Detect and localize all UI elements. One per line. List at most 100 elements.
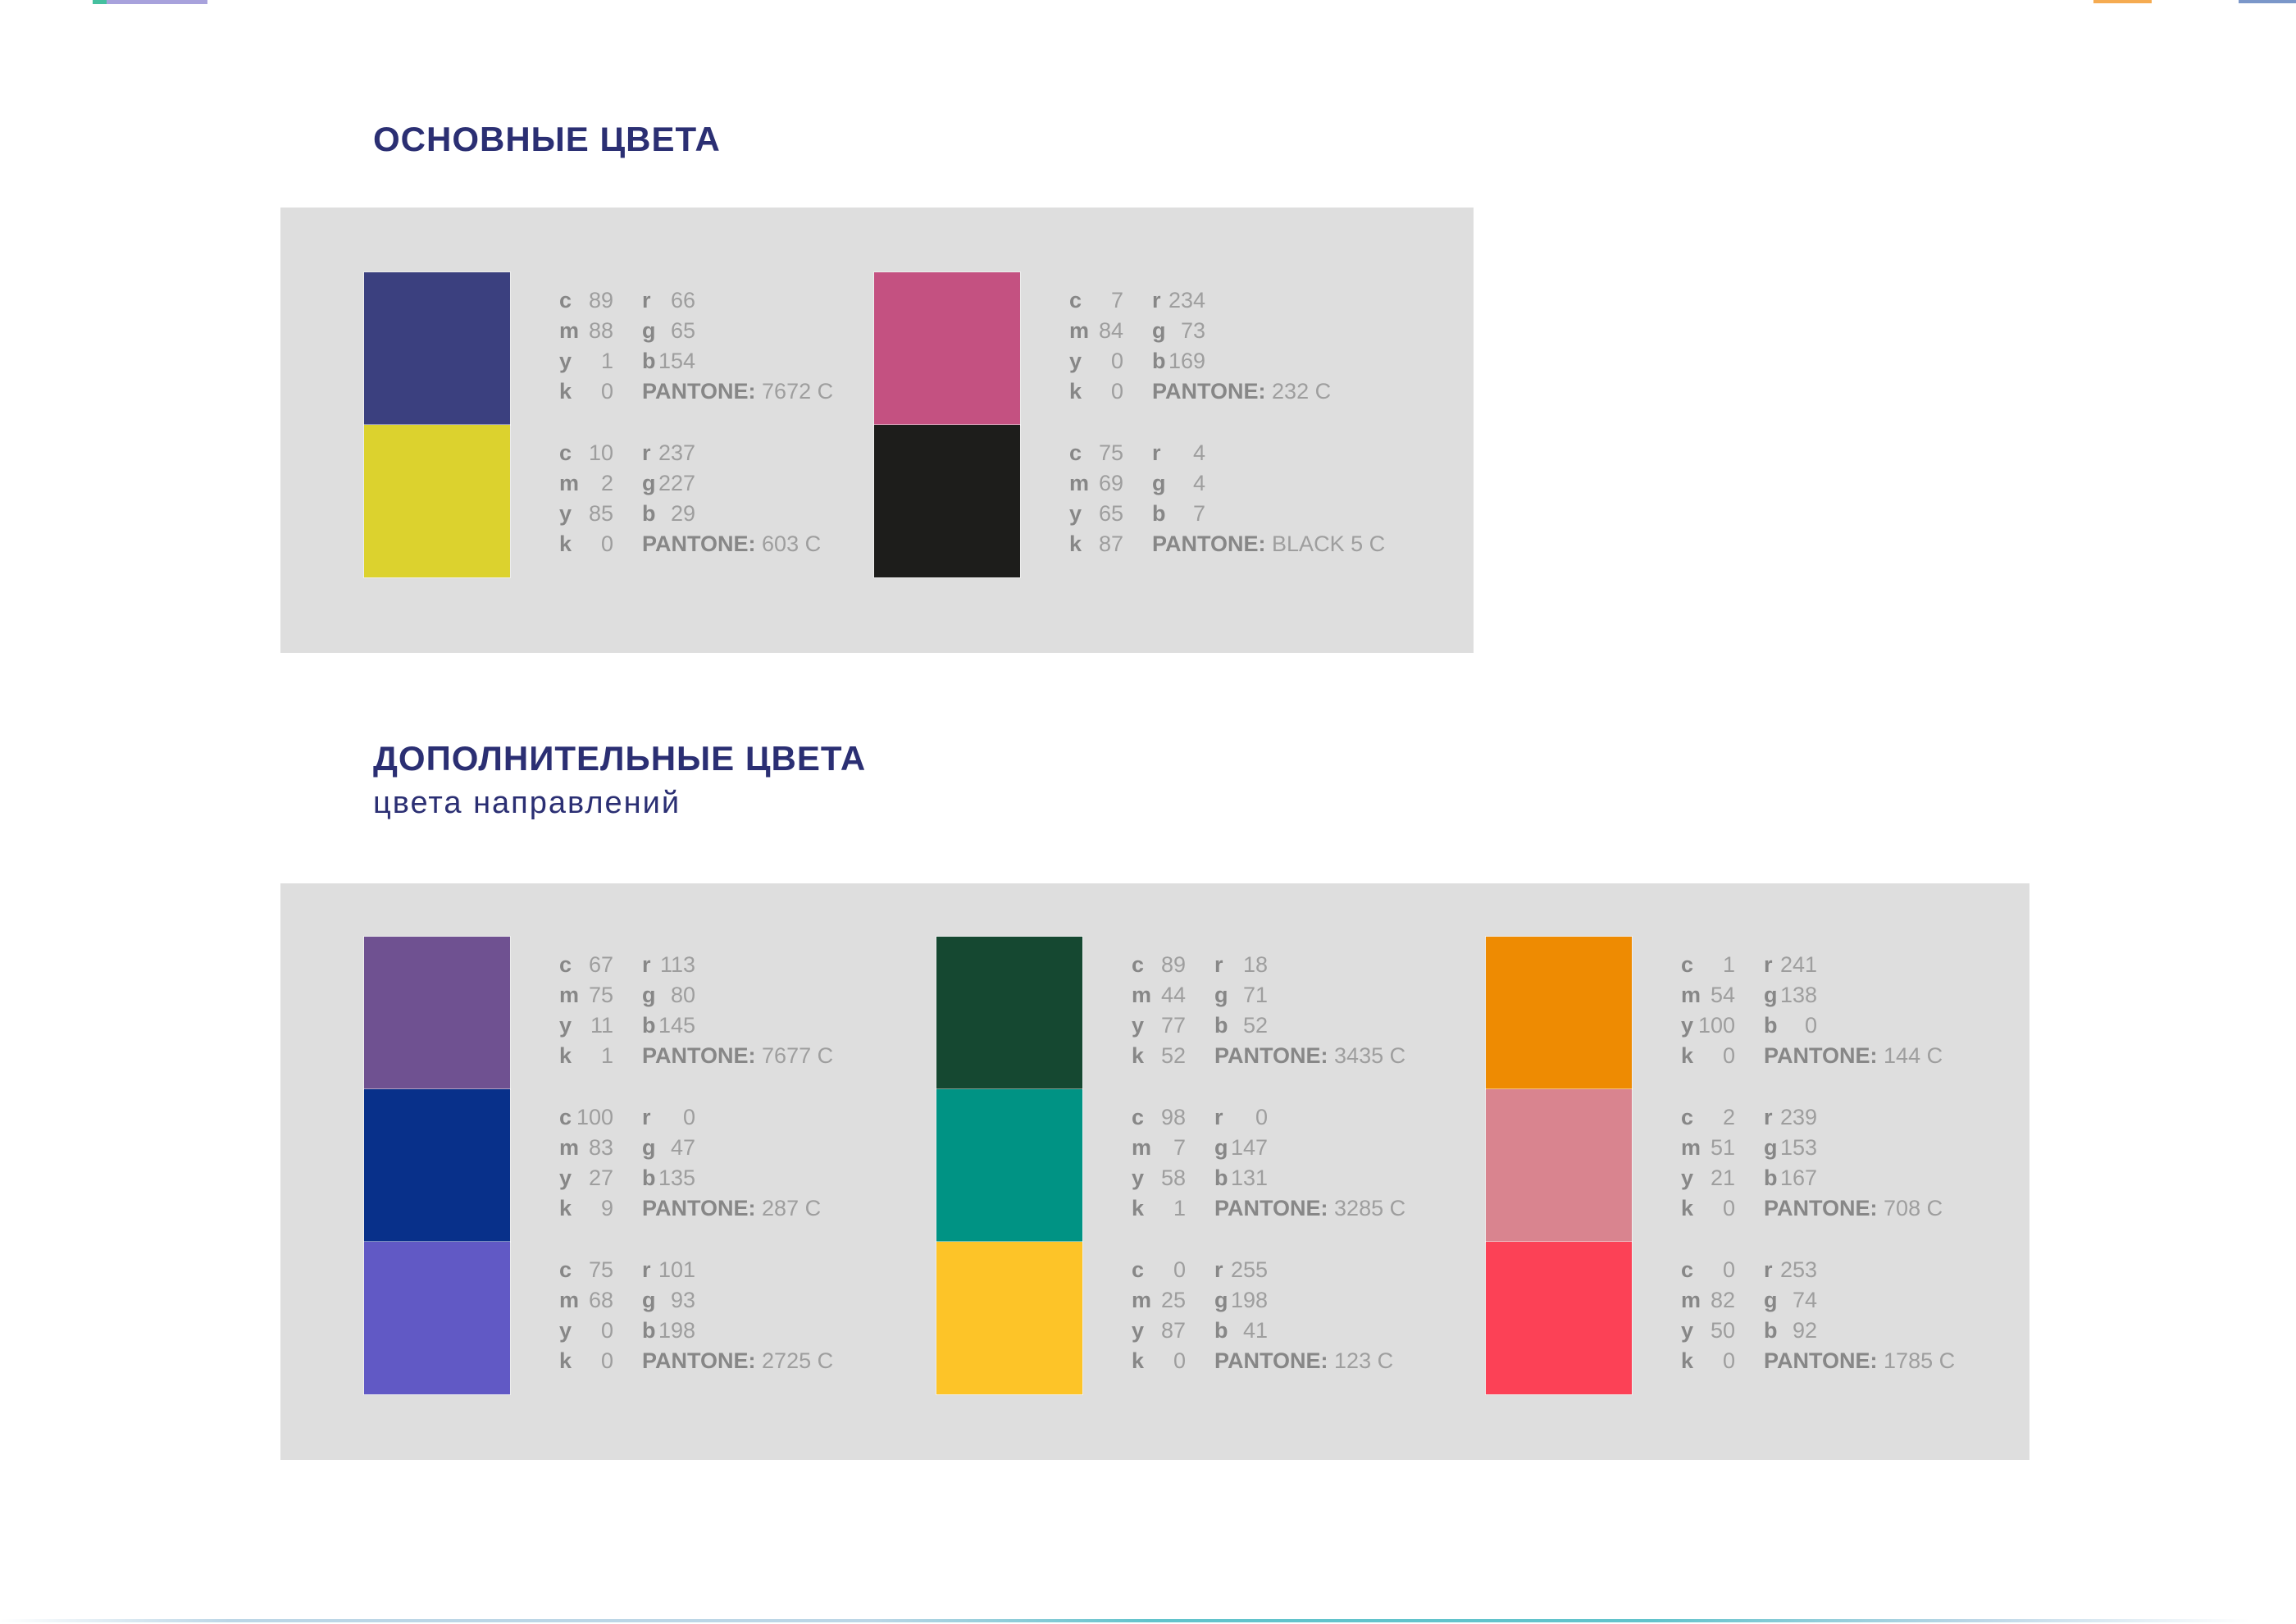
cmyk-c-value: 75 bbox=[588, 1257, 613, 1282]
cmyk-k-label: k bbox=[1681, 1348, 1694, 1373]
rgb-b-value: 131 bbox=[1230, 1166, 1268, 1190]
pantone-spec: PANTONE: 7672 C bbox=[642, 376, 833, 407]
cmyk-m-label: m bbox=[1069, 471, 1090, 495]
color-specs: c 7 r 234 m 84 g 73 y 0 b 169 k 0 PANTON… bbox=[1069, 272, 1331, 425]
color-entry: c 67 r 113 m 75 g 80 y 11 b 145 k 1 PANT… bbox=[364, 937, 833, 1089]
cmyk-y-value: 50 bbox=[1710, 1318, 1735, 1343]
spacer bbox=[1735, 1102, 1764, 1133]
rgb-b-label: b bbox=[1152, 501, 1166, 526]
rgb-b-label: b bbox=[642, 349, 656, 373]
spacer bbox=[1735, 1193, 1764, 1224]
rgb-r-value: 4 bbox=[1192, 440, 1205, 465]
cmyk-k-value: 0 bbox=[1722, 1043, 1735, 1068]
color-column: c 89 r 18 m 44 g 71 y 77 b 52 k 52 PANTO… bbox=[936, 937, 1405, 1394]
cmyk-c-value: 7 bbox=[1110, 288, 1123, 312]
spacer bbox=[1735, 1346, 1764, 1376]
cmyk-k-value: 9 bbox=[600, 1196, 613, 1220]
color-specs: c 0 r 253 m 82 g 74 y 50 b 92 k 0 PANTON… bbox=[1681, 1242, 1955, 1394]
rgb-g-value: 153 bbox=[1779, 1135, 1817, 1160]
rgb-b-value: 52 bbox=[1242, 1013, 1268, 1038]
color-swatch bbox=[936, 937, 1082, 1089]
cmyk-k-label: k bbox=[559, 1196, 572, 1220]
cmyk-c-value: 89 bbox=[588, 288, 613, 312]
rgb-g-value: 65 bbox=[670, 318, 695, 343]
rgb-g-label: g bbox=[642, 1288, 656, 1312]
pantone-value: 3285 C bbox=[1334, 1196, 1406, 1220]
color-swatch bbox=[874, 272, 1020, 425]
cmyk-c-label: c bbox=[1681, 1105, 1694, 1129]
pantone-spec: PANTONE: 3285 C bbox=[1214, 1193, 1405, 1224]
rgb-r-label: r bbox=[642, 1105, 651, 1129]
spacer bbox=[613, 376, 642, 407]
cmyk-y-value: 1 bbox=[600, 349, 613, 373]
rgb-b-label: b bbox=[1152, 349, 1166, 373]
rgb-r-value: 0 bbox=[682, 1105, 695, 1129]
cmyk-k-value: 52 bbox=[1160, 1043, 1186, 1068]
cmyk-m-label: m bbox=[1681, 1288, 1702, 1312]
rgb-g-value: 80 bbox=[670, 983, 695, 1007]
color-swatch bbox=[1486, 1089, 1632, 1242]
cmyk-k-label: k bbox=[1069, 531, 1082, 556]
pantone-spec: PANTONE: 3435 C bbox=[1214, 1041, 1405, 1071]
rgb-g-label: g bbox=[1152, 318, 1166, 343]
spacer bbox=[613, 1285, 642, 1316]
color-swatch bbox=[874, 425, 1020, 577]
rgb-r-value: 255 bbox=[1230, 1257, 1268, 1282]
rgb-b-value: 92 bbox=[1792, 1318, 1817, 1343]
cmyk-k-label: k bbox=[1132, 1043, 1145, 1068]
secondary-colors-panel: c 67 r 113 m 75 g 80 y 11 b 145 k 1 PANT… bbox=[280, 883, 2029, 1460]
rgb-b-value: 135 bbox=[658, 1166, 695, 1190]
rgb-b-label: b bbox=[1764, 1013, 1778, 1038]
rgb-r-label: r bbox=[1152, 288, 1161, 312]
cmyk-y-value: 27 bbox=[588, 1166, 613, 1190]
spacer bbox=[1735, 1285, 1764, 1316]
rgb-b-label: b bbox=[1214, 1166, 1228, 1190]
cmyk-c-value: 2 bbox=[1722, 1105, 1735, 1129]
cmyk-y-label: y bbox=[559, 1166, 572, 1190]
color-swatch bbox=[1486, 1242, 1632, 1394]
cmyk-c-label: c bbox=[559, 1105, 572, 1129]
cmyk-y-value: 77 bbox=[1160, 1013, 1186, 1038]
color-entry: c 7 r 234 m 84 g 73 y 0 b 169 k 0 PANTON… bbox=[874, 272, 1331, 425]
spacer bbox=[613, 346, 642, 376]
cmyk-c-value: 0 bbox=[1173, 1257, 1186, 1282]
spacer bbox=[1735, 1316, 1764, 1346]
cmyk-m-label: m bbox=[1069, 318, 1090, 343]
rgb-r-label: r bbox=[1152, 440, 1161, 465]
top-right-blue-strip bbox=[2239, 0, 2296, 3]
rgb-g-value: 227 bbox=[658, 471, 695, 495]
cmyk-m-value: 75 bbox=[588, 983, 613, 1007]
rgb-g-label: g bbox=[1764, 1135, 1778, 1160]
color-entry: c 0 r 255 m 25 g 198 y 87 b 41 k 0 PANTO… bbox=[936, 1242, 1393, 1394]
cmyk-y-label: y bbox=[559, 501, 572, 526]
rgb-g-value: 74 bbox=[1792, 1288, 1817, 1312]
spacer bbox=[613, 468, 642, 499]
spacer bbox=[1123, 468, 1152, 499]
rgb-r-value: 237 bbox=[658, 440, 695, 465]
spacer bbox=[1735, 1041, 1764, 1071]
cmyk-m-value: 7 bbox=[1173, 1135, 1186, 1160]
color-entry: c 0 r 253 m 82 g 74 y 50 b 92 k 0 PANTON… bbox=[1486, 1242, 1955, 1394]
color-swatch bbox=[364, 1242, 510, 1394]
cmyk-k-label: k bbox=[1132, 1348, 1145, 1373]
rgb-g-value: 147 bbox=[1230, 1135, 1268, 1160]
cmyk-y-label: y bbox=[1069, 501, 1082, 526]
cmyk-y-label: y bbox=[559, 1318, 572, 1343]
color-swatch bbox=[936, 1242, 1082, 1394]
spacer bbox=[1186, 1255, 1214, 1285]
cmyk-k-value: 0 bbox=[1722, 1348, 1735, 1373]
rgb-r-value: 239 bbox=[1779, 1105, 1817, 1129]
cmyk-y-value: 0 bbox=[1110, 349, 1123, 373]
pantone-value: 287 C bbox=[762, 1196, 822, 1220]
cmyk-k-value: 1 bbox=[600, 1043, 613, 1068]
rgb-b-label: b bbox=[642, 1013, 656, 1038]
cmyk-k-label: k bbox=[1681, 1043, 1694, 1068]
rgb-g-label: g bbox=[1764, 983, 1778, 1007]
pantone-label: PANTONE: bbox=[642, 1348, 756, 1373]
pantone-spec: PANTONE: 2725 C bbox=[642, 1346, 833, 1376]
spacer bbox=[1735, 1133, 1764, 1163]
spacer bbox=[613, 1010, 642, 1041]
pantone-value: 3435 C bbox=[1334, 1043, 1406, 1068]
cmyk-k-label: k bbox=[1069, 379, 1082, 404]
